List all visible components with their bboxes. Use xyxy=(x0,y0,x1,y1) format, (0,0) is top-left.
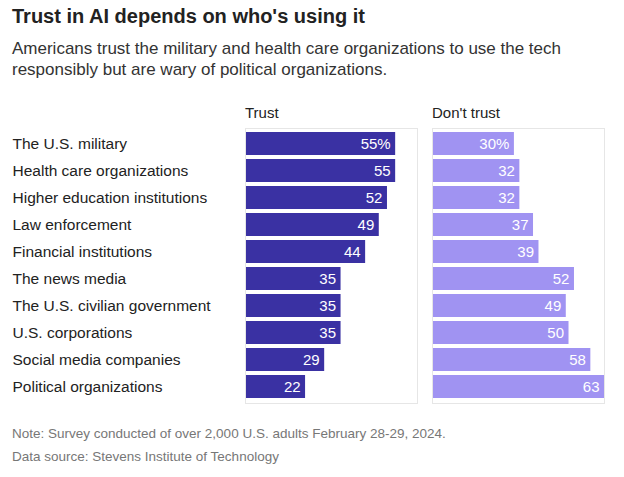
svg-text:The U.S. civilian government: The U.S. civilian government xyxy=(13,297,212,314)
svg-text:The U.S. military: The U.S. military xyxy=(13,135,128,152)
svg-text:63: 63 xyxy=(583,378,600,395)
svg-text:22: 22 xyxy=(284,378,301,395)
svg-text:49: 49 xyxy=(545,297,562,314)
html-text:Trust: Trust xyxy=(245,104,279,121)
svg-text:Law enforcement: Law enforcement xyxy=(13,216,133,233)
svg-text:Health care organizations: Health care organizations xyxy=(13,162,189,179)
svg-text:Higher education institutions: Higher education institutions xyxy=(13,189,208,206)
svg-text:58: 58 xyxy=(569,351,586,368)
html-text:Don't trust: Don't trust xyxy=(432,104,500,121)
svg-text:35: 35 xyxy=(319,270,336,287)
svg-text:50: 50 xyxy=(547,324,564,341)
svg-text:55%: 55% xyxy=(361,135,391,152)
svg-text:U.S. corporations: U.S. corporations xyxy=(13,324,133,341)
svg-text:Social media companies: Social media companies xyxy=(13,351,181,368)
html-text:Data source: Stevens Institute: Data source: Stevens Institute of Techno… xyxy=(12,449,279,464)
svg-text:30%: 30% xyxy=(479,135,509,152)
svg-text:35: 35 xyxy=(319,297,336,314)
svg-text:52: 52 xyxy=(553,270,570,287)
svg-text:32: 32 xyxy=(498,162,515,179)
svg-text:37: 37 xyxy=(512,216,529,233)
svg-text:32: 32 xyxy=(498,189,515,206)
svg-text:52: 52 xyxy=(366,189,383,206)
svg-text:The news media: The news media xyxy=(13,270,127,287)
svg-text:29: 29 xyxy=(303,351,320,368)
svg-text:55: 55 xyxy=(374,162,391,179)
html-text:Trust in AI depends on who's u: Trust in AI depends on who's using it xyxy=(12,5,365,27)
svg-text:Financial institutions: Financial institutions xyxy=(13,243,153,260)
html-text:Note: Survey conducted of over: Note: Survey conducted of over 2,000 U.S… xyxy=(12,426,446,441)
svg-text:44: 44 xyxy=(344,243,361,260)
svg-text:35: 35 xyxy=(319,324,336,341)
svg-text:49: 49 xyxy=(358,216,375,233)
svg-text:39: 39 xyxy=(517,243,534,260)
html-text:Americans trust the military a: Americans trust the military and health … xyxy=(12,39,561,79)
svg-text:Political organizations: Political organizations xyxy=(13,378,163,395)
